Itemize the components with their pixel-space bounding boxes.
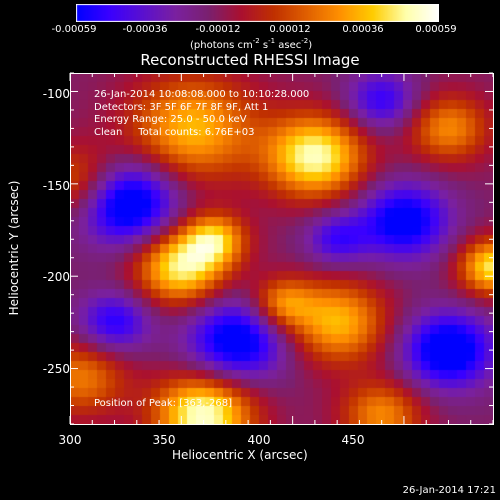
info-time-range: 26-Jan-2014 10:08:08.000 to 10:10:28.000 [94, 89, 310, 100]
y-tick-label: -100 [42, 87, 70, 101]
y-tick-label: -150 [42, 179, 70, 193]
image-info: 26-Jan-2014 10:08:08.000 to 10:10:28.000… [94, 89, 309, 139]
colorbar-tick-labels: -0.00059 -0.00036 -0.00012 0.00012 0.000… [0, 24, 500, 38]
colorbar-units: (photons cm-2 s-1 asec-2) [190, 37, 313, 51]
colorbar-tick: -0.00036 [122, 24, 168, 35]
plot-frame [70, 73, 494, 425]
colorbar-tick: -0.00059 [51, 24, 97, 35]
x-tick-label: 400 [247, 433, 271, 447]
colorbar-tick: 0.00036 [342, 24, 384, 35]
colorbar-tick: 0.00012 [269, 24, 311, 35]
info-clean-counts: Clean Total counts: 6.76E+03 [94, 126, 255, 138]
colorbar [76, 4, 439, 22]
x-tick-label: 450 [341, 433, 365, 447]
peak-position-label: Position of Peak: [363,-268] [94, 398, 232, 409]
info-detectors: Detectors: 3F 5F 6F 7F 8F 9F, Att 1 [94, 101, 269, 113]
x-axis-label: Heliocentric X (arcsec) [172, 448, 308, 462]
colorbar-tick: -0.00012 [195, 24, 241, 35]
info-energy-range: Energy Range: 25.0 - 50.0 keV [94, 114, 247, 125]
x-tick-label: 300 [58, 433, 82, 447]
y-tick-label: -250 [42, 362, 70, 376]
y-axis-label: Heliocentric Y (arcsec) [7, 180, 21, 316]
colorbar-tick: 0.00059 [415, 24, 457, 35]
plot-title: Reconstructed RHESSI Image [140, 51, 360, 69]
x-tick-label: 350 [152, 433, 176, 447]
y-tick-label: -200 [42, 270, 70, 284]
footer-date: 26-Jan-2014 17:21 [402, 485, 496, 496]
rhessi-image-map [70, 73, 493, 424]
